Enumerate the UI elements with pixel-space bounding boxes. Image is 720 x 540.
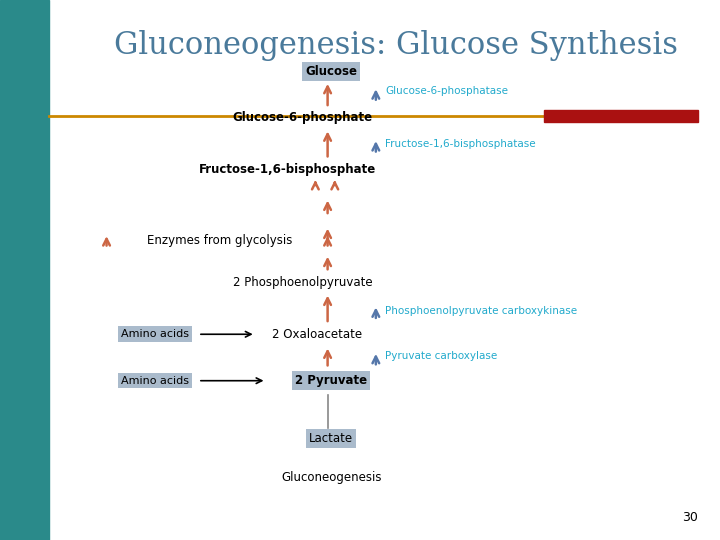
Text: 2 Phosphoenolpyruvate: 2 Phosphoenolpyruvate	[233, 276, 372, 289]
Text: Gluconeogenesis: Glucose Synthesis: Gluconeogenesis: Glucose Synthesis	[114, 30, 678, 62]
Text: Enzymes from glycolysis: Enzymes from glycolysis	[147, 234, 292, 247]
Text: Glucose: Glucose	[305, 65, 357, 78]
Text: Pyruvate carboxylase: Pyruvate carboxylase	[385, 352, 498, 361]
Text: Glucose-6-phosphatase: Glucose-6-phosphatase	[385, 86, 508, 96]
Text: Fructose-1,6-bisphosphatase: Fructose-1,6-bisphosphatase	[385, 139, 536, 148]
Bar	[544, 110, 698, 122]
Text: Lactate: Lactate	[309, 432, 354, 445]
Text: 2 Pyruvate: 2 Pyruvate	[295, 374, 367, 387]
Text: 30: 30	[683, 511, 698, 524]
Text: Amino acids: Amino acids	[121, 329, 189, 339]
Bar	[0, 0, 49, 540]
Text: Fructose-1,6-bisphosphate: Fructose-1,6-bisphosphate	[199, 163, 377, 176]
Text: Glucose-6-phosphate: Glucose-6-phosphate	[233, 111, 372, 124]
Text: 2 Oxaloacetate: 2 Oxaloacetate	[271, 328, 362, 341]
Text: Phosphoenolpyruvate carboxykinase: Phosphoenolpyruvate carboxykinase	[385, 306, 577, 315]
Text: Gluconeogenesis: Gluconeogenesis	[281, 471, 382, 484]
Text: Amino acids: Amino acids	[121, 376, 189, 386]
